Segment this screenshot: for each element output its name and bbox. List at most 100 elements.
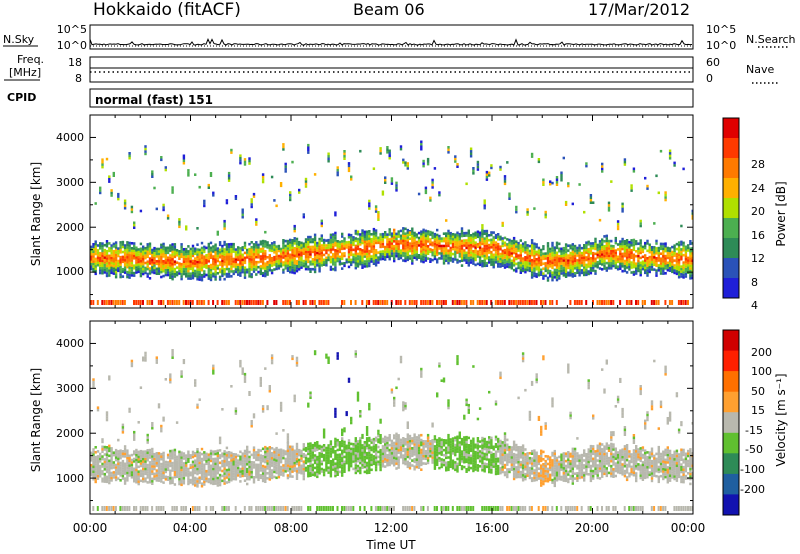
scatter-cell bbox=[209, 278, 213, 282]
scatter-cell bbox=[560, 247, 563, 251]
scatter-cell bbox=[623, 264, 627, 268]
scatter-cell bbox=[460, 264, 464, 267]
scatter-cell bbox=[298, 263, 301, 266]
scatter-cell bbox=[501, 300, 504, 305]
scatter-cell bbox=[218, 255, 222, 259]
scatter-cell bbox=[187, 264, 190, 268]
scatter-cell bbox=[175, 460, 179, 464]
scatter-cell bbox=[332, 248, 335, 251]
scatter-cell bbox=[494, 300, 497, 305]
scatter-cell bbox=[216, 454, 219, 458]
scatter-cell bbox=[117, 247, 120, 250]
scatter-cell bbox=[246, 477, 249, 481]
scatter-cell bbox=[388, 248, 391, 251]
scatter-cell bbox=[191, 300, 194, 305]
scatter-cell bbox=[205, 246, 208, 250]
scatter-cell bbox=[472, 167, 475, 170]
scatter-cell bbox=[546, 252, 550, 255]
scatter-cell bbox=[671, 258, 674, 261]
scatter-cell bbox=[585, 258, 588, 262]
scatter-cell bbox=[187, 457, 190, 461]
scatter-cell bbox=[356, 245, 360, 248]
station-title: Hokkaido (fitACF) bbox=[93, 0, 241, 20]
scatter-cell bbox=[135, 248, 138, 252]
scatter-cell bbox=[368, 244, 371, 248]
scatter-cell bbox=[316, 256, 319, 260]
scatter-cell bbox=[449, 239, 452, 242]
scatter-cell bbox=[594, 262, 597, 265]
scatter-cell bbox=[598, 250, 602, 253]
scatter-cell bbox=[103, 271, 106, 274]
scatter-cell bbox=[266, 405, 269, 408]
scatter-cell bbox=[133, 450, 136, 453]
scatter-cell bbox=[182, 452, 186, 455]
scatter-cell bbox=[153, 460, 156, 463]
scatter-cell bbox=[110, 244, 113, 247]
scatter-cell bbox=[639, 241, 642, 245]
scatter-cell bbox=[114, 453, 118, 457]
scatter-cell bbox=[465, 251, 468, 255]
scatter-cell bbox=[252, 300, 255, 305]
scatter-cell bbox=[286, 249, 290, 253]
scatter-cell bbox=[519, 244, 522, 247]
scatter-cell bbox=[689, 240, 692, 243]
scatter-cell bbox=[689, 259, 692, 263]
scatter-cell bbox=[243, 276, 247, 279]
scatter-cell bbox=[318, 242, 321, 246]
scatter-cell bbox=[567, 266, 570, 270]
scatter-cell bbox=[160, 270, 163, 274]
scatter-cell bbox=[490, 260, 493, 264]
scatter-cell bbox=[555, 273, 559, 277]
scatter-cell bbox=[451, 247, 455, 251]
scatter-cell bbox=[406, 251, 409, 254]
scatter-cell bbox=[637, 249, 640, 253]
scatter-cell bbox=[225, 506, 228, 511]
scatter-cell bbox=[248, 465, 251, 469]
scatter-cell bbox=[105, 274, 109, 278]
scatter-cell bbox=[492, 258, 495, 261]
scatter-cell bbox=[182, 159, 186, 162]
scatter-cell bbox=[248, 270, 251, 273]
scatter-cell bbox=[569, 259, 572, 262]
scatter-cell bbox=[544, 262, 547, 265]
scatter-cell bbox=[445, 254, 448, 258]
scatter-cell bbox=[96, 300, 99, 305]
scatter-cell bbox=[216, 267, 219, 270]
scatter-cell bbox=[293, 229, 296, 233]
scatter-cell bbox=[506, 161, 509, 164]
scatter-cell bbox=[327, 300, 330, 305]
scatter-cell bbox=[279, 404, 283, 407]
scatter-cell bbox=[180, 245, 183, 249]
scatter-cell bbox=[135, 300, 138, 305]
scatter-cell bbox=[395, 247, 398, 250]
scatter-cell bbox=[194, 452, 197, 455]
scatter-cell bbox=[415, 258, 418, 261]
scatter-cell bbox=[359, 149, 362, 153]
scatter-cell bbox=[528, 249, 532, 253]
scatter-cell bbox=[171, 188, 174, 192]
scatter-cell bbox=[370, 240, 373, 243]
scatter-cell bbox=[481, 262, 484, 265]
scatter-cell bbox=[187, 252, 190, 256]
scatter-cell bbox=[390, 239, 394, 243]
scatter-cell bbox=[318, 262, 321, 266]
scatter-cell bbox=[282, 454, 285, 457]
scatter-cell bbox=[178, 453, 181, 456]
scatter-cell bbox=[465, 244, 468, 247]
scatter-cell bbox=[203, 262, 206, 266]
scatter-cell bbox=[182, 156, 186, 160]
scatter-cell bbox=[365, 233, 369, 236]
scatter-cell bbox=[458, 245, 461, 248]
scatter-cell bbox=[311, 238, 314, 241]
scatter-cell bbox=[354, 249, 357, 253]
scatter-cell bbox=[130, 269, 134, 272]
scatter-cell bbox=[123, 271, 127, 274]
scatter-cell bbox=[598, 247, 602, 251]
scatter-cell bbox=[264, 267, 267, 270]
scatter-cell bbox=[144, 150, 147, 153]
scatter-cell bbox=[481, 255, 484, 258]
scatter-cell bbox=[148, 249, 152, 253]
scatter-cell bbox=[628, 265, 631, 269]
scatter-cell bbox=[146, 245, 149, 249]
scatter-cell bbox=[203, 257, 206, 261]
